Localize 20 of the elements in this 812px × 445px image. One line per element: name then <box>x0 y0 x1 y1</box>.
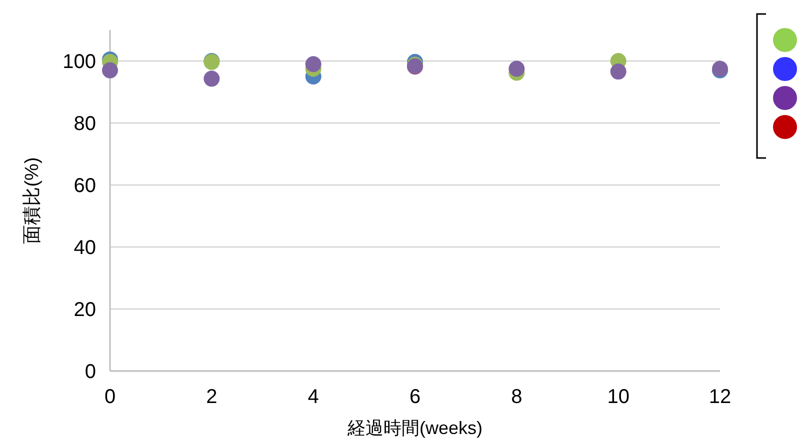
x-tick-label: 4 <box>308 386 319 408</box>
point <box>102 62 118 78</box>
point <box>204 70 220 87</box>
x-tick-label: 10 <box>607 386 630 408</box>
y-tick-label: 40 <box>74 237 96 259</box>
point <box>610 64 626 80</box>
x-tick-label: 12 <box>708 386 732 408</box>
x-tick-label: 6 <box>409 386 421 408</box>
x-tick-label: 8 <box>511 386 522 408</box>
point <box>508 60 525 77</box>
x-tick-label: 0 <box>104 386 116 408</box>
x-tick-label: 2 <box>206 386 218 408</box>
x-axis-title: 経過時間(weeks) <box>346 418 483 438</box>
point <box>305 56 322 72</box>
y-tick-label: 60 <box>74 175 96 197</box>
y-tick-label: 20 <box>74 299 96 321</box>
y-axis-title: 面積比(%) <box>22 157 43 244</box>
y-tick-label: 100 <box>62 51 96 73</box>
y-tick-label: 80 <box>74 113 96 135</box>
y-tick-label: 0 <box>84 361 96 383</box>
